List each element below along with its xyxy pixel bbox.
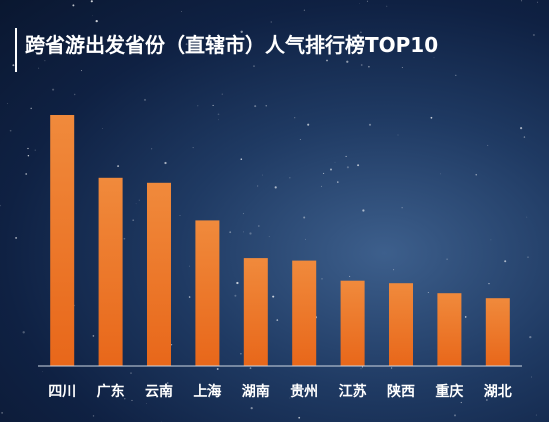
title-accent-bar xyxy=(15,28,17,72)
bar-广东 xyxy=(98,177,123,367)
x-tick-label: 江苏 xyxy=(339,383,367,400)
bar-江苏 xyxy=(340,280,365,366)
x-tick-label: 广东 xyxy=(97,383,125,400)
x-tick-label: 云南 xyxy=(145,383,173,400)
x-tick-label: 湖北 xyxy=(484,384,512,400)
bar-上海 xyxy=(195,220,220,366)
x-tick-label: 四川 xyxy=(48,384,76,400)
bar-云南 xyxy=(147,182,171,366)
bar-四川 xyxy=(50,115,75,366)
x-tick-label: 上海 xyxy=(193,383,221,400)
chart-title: 跨省游出发省份（直辖市）人气排行榜TOP10 xyxy=(25,33,439,57)
x-tick-label: 湖南 xyxy=(242,383,270,400)
bar-贵州 xyxy=(292,260,317,366)
x-tick-label: 贵州 xyxy=(290,383,318,400)
bar-湖北 xyxy=(485,298,510,366)
x-tick-label: 陕西 xyxy=(387,383,415,400)
bar-陕西 xyxy=(389,283,413,366)
x-tick-label: 重庆 xyxy=(435,383,463,400)
bar-湖南 xyxy=(243,258,268,366)
bar-重庆 xyxy=(437,293,462,366)
